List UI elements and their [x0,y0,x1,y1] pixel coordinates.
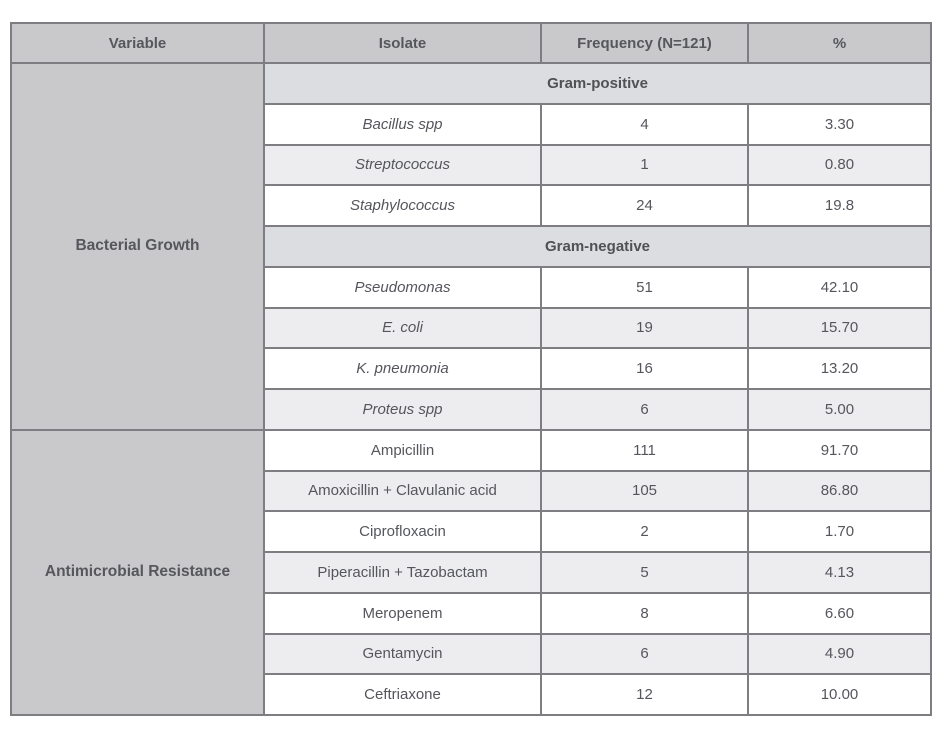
header-row: Variable Isolate Frequency (N=121) % [10,22,932,64]
percent-cell: 86.80 [747,469,932,513]
table-row: Streptococcus 1 0.80 [11,143,932,187]
percent-cell: 5.00 [747,388,932,431]
frequency-cell: 5 [540,551,749,594]
table-row: Gentamycin 6 4.90 [11,632,932,676]
isolate-cell: Gentamycin [263,632,542,676]
table-row: Meropenem 8 6.60 [11,591,932,635]
table-row: Proteus spp 6 5.00 [11,388,932,431]
table-row: Amoxicillin + Clavulanic acid 105 86.80 [11,469,932,513]
isolate-cell: Proteus spp [263,388,542,431]
percent-cell: 3.30 [747,102,932,146]
isolate-cell: Pseudomonas [263,265,542,309]
subheader-gram-negative: Gram-negative [263,225,932,268]
frequency-cell: 111 [540,428,749,472]
variable-cell-antimicrobial-resistance: Antimicrobial Resistance [10,428,265,717]
table-row: K. pneumonia 16 13.20 [11,347,932,390]
percent-cell: 19.8 [747,184,932,227]
percent-cell: 10.00 [747,673,932,716]
table-row: Bacterial Growth Gram-positive [10,62,932,431]
percent-cell: 4.90 [747,632,932,676]
isolate-cell: Meropenem [263,591,542,635]
percent-cell: 4.13 [747,551,932,594]
frequency-cell: 12 [540,673,749,716]
isolate-cell: Ceftriaxone [263,673,542,716]
frequency-cell: 105 [540,469,749,513]
percent-cell: 0.80 [747,143,932,187]
table-row: Ciprofloxacin 2 1.70 [11,510,932,553]
bacterial-results-table: Variable Isolate Frequency (N=121) % Bac… [10,22,932,717]
percent-cell: 13.20 [747,347,932,390]
isolate-cell: Bacillus spp [263,102,542,146]
frequency-cell: 16 [540,347,749,390]
percent-cell: 15.70 [747,306,932,350]
isolate-cell: Ciprofloxacin [263,510,542,553]
frequency-cell: 24 [540,184,749,227]
percent-cell: 6.60 [747,591,932,635]
percent-cell: 42.10 [747,265,932,309]
percent-cell: 1.70 [747,510,932,553]
table-row: E. coli 19 15.70 [11,306,932,350]
table-row: Antimicrobial Resistance Ampicillin 111 … [10,428,932,717]
table-row: Pseudomonas 51 42.10 [11,265,932,309]
table-row: Staphylococcus 24 19.8 [11,184,932,227]
col-header-frequency: Frequency (N=121) [540,22,749,64]
percent-cell: 91.70 [747,428,932,472]
isolate-cell: Piperacillin + Tazobactam [263,551,542,594]
table-row: Piperacillin + Tazobactam 5 4.13 [11,551,932,594]
isolate-cell: E. coli [263,306,542,350]
isolate-cell: Ampicillin [263,428,542,472]
frequency-cell: 6 [540,388,749,431]
frequency-cell: 8 [540,591,749,635]
frequency-cell: 51 [540,265,749,309]
frequency-cell: 6 [540,632,749,676]
frequency-cell: 1 [540,143,749,187]
col-header-variable: Variable [10,22,265,64]
table-row: Gram-negative [11,225,932,268]
frequency-cell: 4 [540,102,749,146]
frequency-cell: 19 [540,306,749,350]
col-header-isolate: Isolate [263,22,542,64]
isolate-cell: Amoxicillin + Clavulanic acid [263,469,542,513]
table-row: Ceftriaxone 12 10.00 [11,673,932,716]
variable-cell-bacterial-growth: Bacterial Growth [10,62,265,431]
table-row: Bacillus spp 4 3.30 [11,102,932,146]
col-header-percent: % [747,22,932,64]
frequency-cell: 2 [540,510,749,553]
isolate-cell: Streptococcus [263,143,542,187]
isolate-cell: K. pneumonia [263,347,542,390]
isolate-cell: Staphylococcus [263,184,542,227]
subheader-gram-positive: Gram-positive [263,62,932,105]
